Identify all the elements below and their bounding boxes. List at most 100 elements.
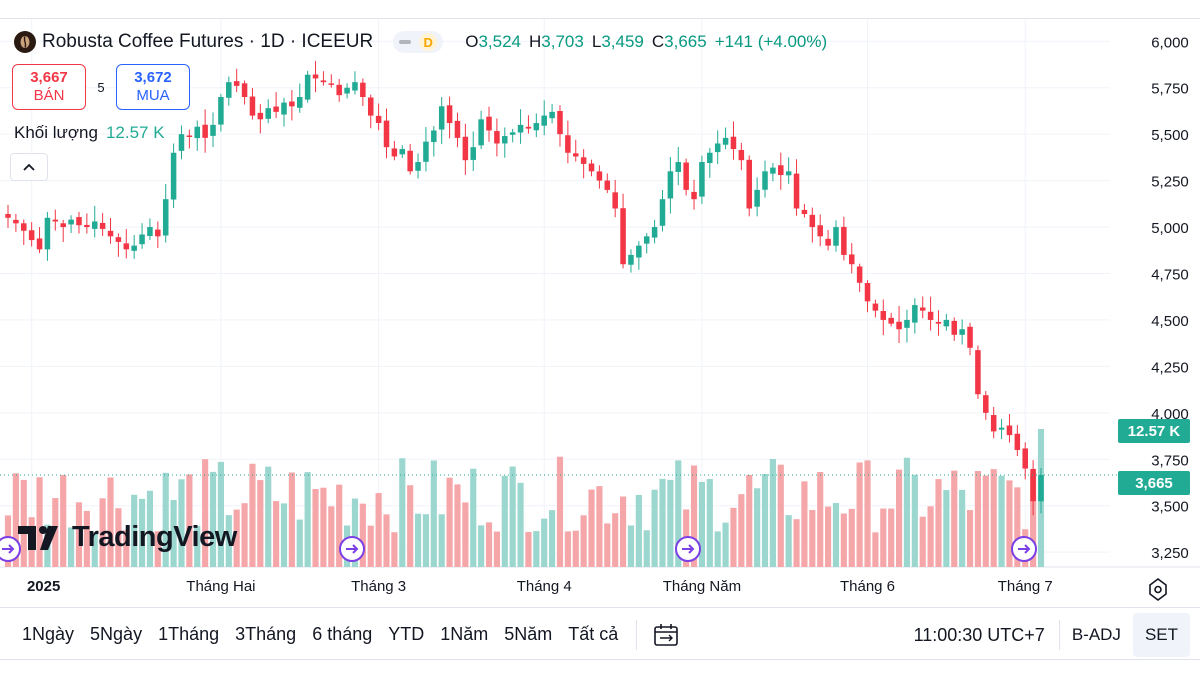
candle-body (533, 123, 540, 131)
candle-body (194, 126, 201, 139)
volume-bar (880, 508, 887, 567)
calendar-range-icon[interactable] (647, 623, 685, 647)
volume-bar (990, 469, 997, 567)
candle-body (817, 225, 823, 237)
volume-bar (572, 530, 579, 567)
candle-body (643, 236, 650, 244)
y-tick-label: 5,000 (1151, 220, 1189, 237)
candle-body (84, 224, 90, 228)
clock-timezone[interactable]: 11:00:30 UTC+7 (913, 624, 1045, 645)
coffee-icon (14, 31, 36, 53)
range-3m[interactable]: 3Tháng (235, 624, 297, 644)
symbol-title[interactable]: Robusta Coffee Futures · 1D · ICEEUR (42, 31, 374, 52)
candle-body (967, 326, 973, 348)
tradingview-logo[interactable]: TradingView (18, 521, 237, 554)
event-arrow-icon[interactable] (339, 536, 365, 562)
candle-body (107, 230, 114, 237)
volume-bar (825, 506, 832, 567)
volume-bar (541, 518, 548, 567)
market-status-pill[interactable]: D (393, 31, 444, 53)
candle-body (415, 162, 421, 171)
candle-body (123, 243, 130, 250)
buy-button[interactable]: 3,672 MUA (116, 64, 190, 110)
volume-bar (154, 531, 161, 567)
volume-bar (478, 525, 485, 567)
volume-bar (146, 490, 154, 567)
volume-bar (20, 479, 27, 567)
candle-body (1030, 468, 1036, 502)
y-tick-label: 4,500 (1151, 313, 1189, 330)
volume-bar (580, 515, 587, 567)
collapse-legend-button[interactable] (10, 153, 48, 181)
volume-bar (525, 531, 532, 567)
volume-bar (604, 523, 611, 567)
candle-body (848, 254, 855, 265)
candle-body (257, 112, 264, 120)
volume-bar (698, 481, 705, 567)
event-arrow-icon[interactable] (1011, 536, 1037, 562)
candle-body (557, 111, 563, 135)
volume-bar (438, 514, 445, 567)
buy-price: 3,672 (134, 69, 172, 86)
range-1d[interactable]: 1Ngày (22, 624, 75, 644)
volume-bar (556, 456, 564, 567)
volume-bar (399, 458, 406, 567)
volume-bar (840, 513, 847, 567)
range-1m[interactable]: 1Tháng (158, 624, 220, 644)
volume-bar (959, 489, 966, 567)
settings-gear-icon[interactable] (1149, 578, 1167, 601)
candle-body (13, 219, 19, 224)
candle-body (596, 171, 603, 181)
range-1y[interactable]: 1Năm (440, 624, 489, 644)
candle-body (762, 171, 768, 190)
ohlc-low: L3,459 (591, 32, 644, 51)
range-6m[interactable]: 6 tháng (312, 624, 373, 644)
volume-bar (643, 530, 650, 567)
volume-bar (391, 532, 398, 567)
range-all[interactable]: Tất cả (568, 624, 619, 644)
ohlc-change: +141 (+4.00%) (714, 32, 828, 51)
volume-bar (422, 514, 430, 567)
volume-bar (612, 513, 619, 567)
bottom-toolbar: 1Ngày 5Ngày 1Tháng 3Tháng 6 tháng YTD 1N… (0, 607, 1200, 661)
candle-body (588, 163, 595, 172)
candle-body (801, 209, 808, 215)
candle-body (722, 137, 729, 145)
candle-body (383, 120, 390, 148)
candle-body (888, 317, 894, 324)
candle-body (115, 237, 122, 242)
event-arrow-icon[interactable] (0, 536, 21, 562)
volume-bar (888, 508, 895, 567)
tradingview-logo-icon (18, 525, 58, 550)
sell-button[interactable]: 3,667 BÁN (12, 64, 86, 110)
range-ytd[interactable]: YTD (388, 624, 425, 644)
volume-bar (738, 494, 745, 567)
candle-body (628, 254, 634, 265)
candle-body (1038, 475, 1044, 502)
volume-bar (1006, 480, 1013, 567)
volume-bar (1030, 472, 1037, 567)
volume-bar (68, 527, 75, 567)
volume-bar (265, 466, 272, 567)
adjustment-toggle[interactable]: B-ADJ (1071, 625, 1121, 644)
range-5y[interactable]: 5Năm (504, 624, 553, 644)
volume-bar (336, 484, 343, 567)
candle-body (186, 135, 193, 137)
candle-body (565, 135, 571, 153)
candle-body (872, 303, 879, 311)
y-tick-label: 5,750 (1151, 81, 1189, 98)
volume-bar (635, 494, 642, 567)
candle-body (36, 238, 43, 250)
volume-bar (935, 479, 942, 567)
candle-body (281, 102, 287, 115)
range-5d[interactable]: 5Ngày (90, 624, 143, 644)
candle-body (778, 165, 784, 176)
volume-bar (501, 475, 508, 567)
price-chart[interactable]: 6,000 5,750 5,500 5,250 5,000 4,750 4,500 4,250… (0, 19, 1200, 661)
session-toggle[interactable]: SET (1132, 613, 1190, 657)
candle-body (856, 266, 863, 283)
candle-body (328, 83, 335, 85)
volume-bar (769, 459, 776, 567)
event-arrow-icon[interactable] (675, 536, 701, 562)
spread-value: 5 (97, 79, 105, 95)
